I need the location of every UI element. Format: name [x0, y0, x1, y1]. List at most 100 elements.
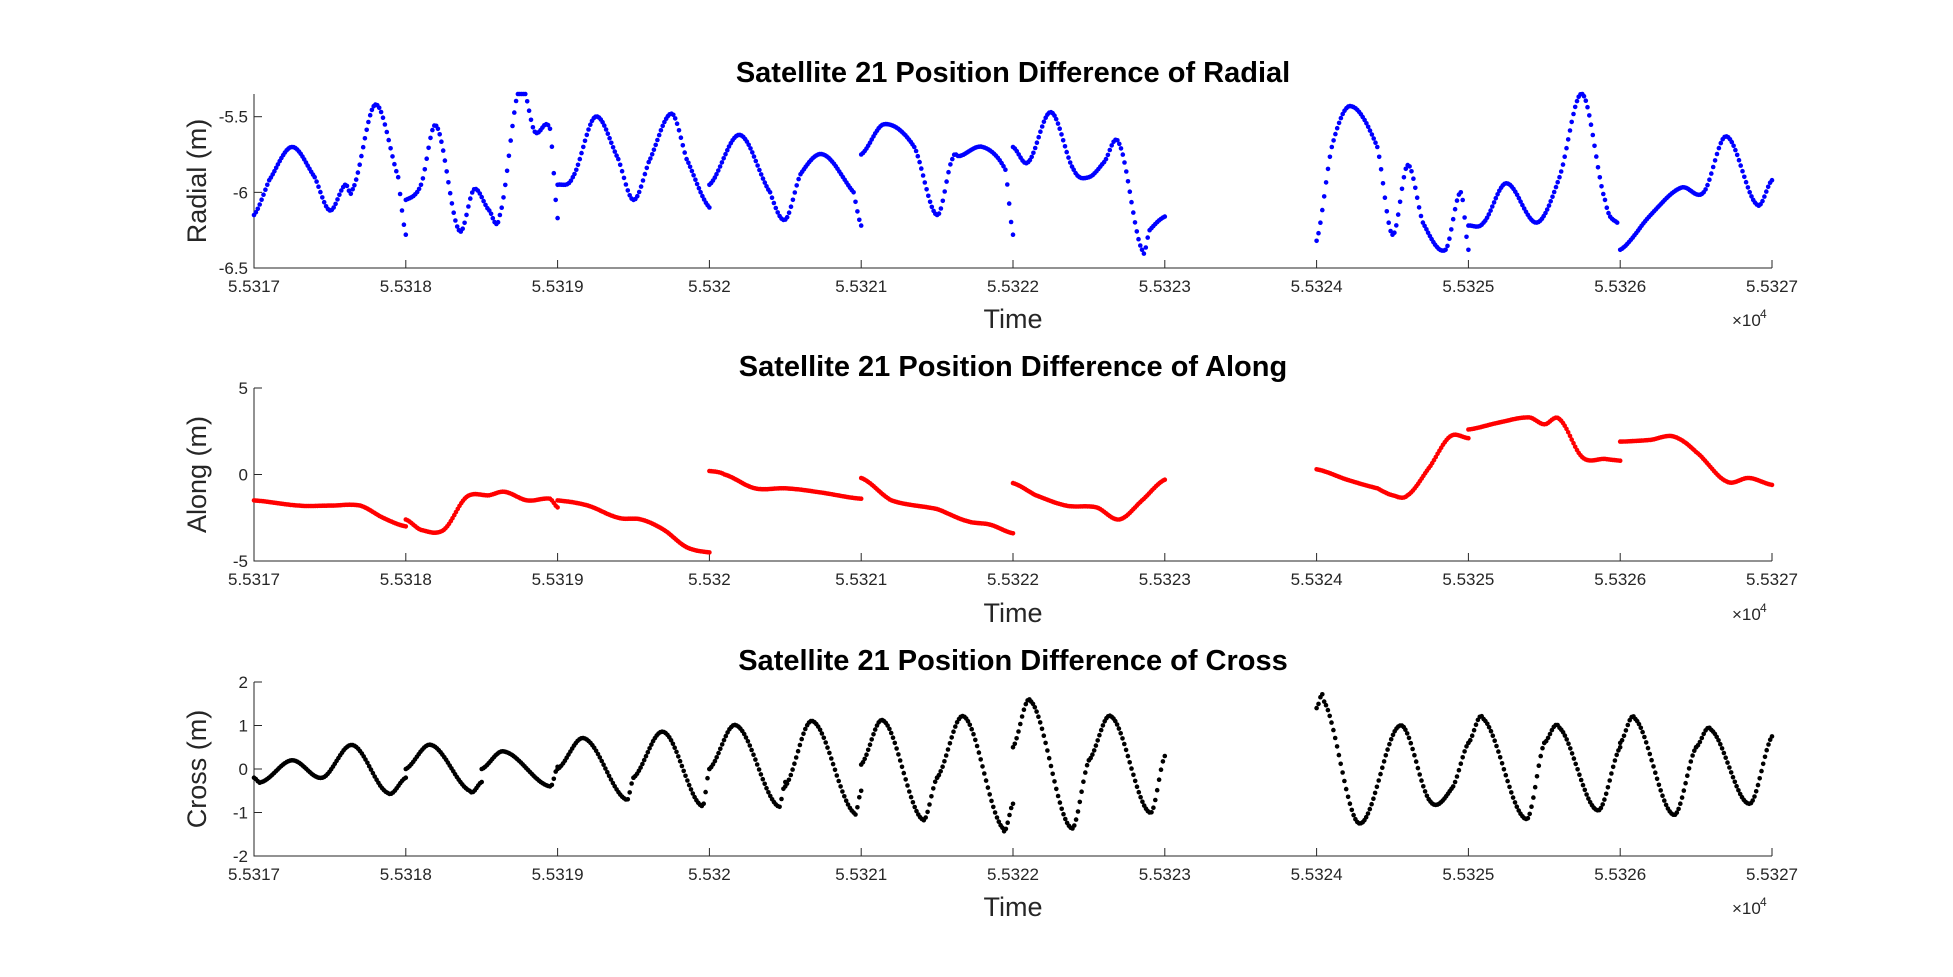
data-point	[1654, 776, 1660, 782]
data-point	[858, 788, 864, 794]
data-point	[1371, 796, 1376, 801]
data-point	[608, 777, 614, 782]
data-point	[1649, 757, 1654, 763]
data-point	[1548, 199, 1553, 204]
data-point	[1067, 160, 1073, 165]
data-point	[1760, 198, 1765, 204]
data-point	[601, 762, 606, 767]
data-point	[1534, 774, 1540, 779]
data-point	[584, 132, 590, 138]
x-exponent-power: 4	[1760, 895, 1767, 909]
data-point	[497, 212, 503, 218]
data-point	[1105, 152, 1111, 158]
data-point	[897, 758, 903, 763]
data-point	[648, 156, 653, 161]
data-point	[549, 144, 555, 149]
data-point	[1380, 181, 1386, 186]
data-point	[676, 128, 682, 133]
data-point	[1458, 761, 1464, 766]
data-point	[1565, 430, 1571, 435]
x-tick-label: 5.5318	[380, 570, 432, 589]
data-point	[793, 755, 799, 760]
series-segment	[251, 742, 409, 797]
data-point	[754, 762, 760, 767]
data-point	[501, 195, 506, 200]
data-point	[597, 755, 603, 760]
data-point	[753, 757, 758, 762]
data-point	[1540, 745, 1545, 751]
data-point	[418, 182, 424, 188]
data-point	[971, 731, 976, 737]
series-segment	[403, 91, 560, 234]
data-point	[1123, 747, 1129, 753]
data-point	[1098, 727, 1104, 733]
data-point	[1162, 477, 1168, 483]
data-point	[1509, 790, 1514, 795]
data-point	[936, 772, 942, 778]
data-point	[641, 757, 647, 763]
data-point	[606, 773, 612, 779]
data-point	[1363, 814, 1369, 820]
data-point	[1131, 772, 1136, 778]
data-point	[940, 764, 945, 769]
data-point	[1760, 761, 1766, 767]
data-point	[1738, 163, 1743, 168]
data-point	[888, 730, 894, 736]
data-point	[1612, 758, 1618, 763]
data-point	[1367, 806, 1373, 812]
data-point	[674, 749, 679, 755]
data-point	[1567, 128, 1573, 133]
data-point	[949, 735, 954, 740]
data-point	[1145, 235, 1150, 240]
data-point	[1136, 789, 1142, 795]
data-point	[1621, 733, 1627, 739]
data-point	[1388, 737, 1394, 742]
data-point	[1340, 770, 1345, 775]
data-point	[1609, 771, 1614, 776]
series-segment	[1314, 692, 1471, 826]
data-point	[1679, 795, 1685, 800]
data-point	[1454, 198, 1460, 203]
data-point	[1562, 154, 1567, 159]
data-point	[605, 769, 610, 775]
data-point	[1343, 786, 1349, 792]
data-point	[479, 194, 485, 200]
data-point	[1743, 179, 1749, 185]
data-point	[314, 179, 319, 184]
data-point	[1458, 190, 1464, 195]
y-tick-label: -5.5	[219, 108, 248, 127]
data-point	[1732, 779, 1738, 785]
data-point	[857, 217, 862, 223]
data-point	[1367, 128, 1373, 133]
data-point	[1407, 164, 1412, 169]
data-point	[756, 767, 762, 772]
series-segment	[934, 713, 1016, 834]
data-point	[510, 123, 515, 129]
data-point	[1409, 169, 1414, 174]
data-point	[1109, 143, 1114, 148]
y-tick-label: -6	[233, 183, 248, 202]
data-point	[602, 123, 607, 128]
data-point	[857, 795, 862, 800]
data-point	[712, 758, 718, 764]
data-point	[1547, 731, 1553, 737]
data-point	[1605, 785, 1611, 790]
data-point	[355, 170, 361, 175]
data-point	[635, 193, 640, 199]
data-point	[1764, 189, 1769, 194]
data-point	[376, 105, 382, 111]
data-point	[1447, 236, 1452, 241]
data-point	[1018, 721, 1023, 727]
data-point	[912, 144, 917, 150]
data-point	[1139, 247, 1145, 253]
data-point	[1769, 482, 1775, 488]
data-point	[1718, 140, 1724, 146]
data-point	[1663, 802, 1669, 808]
data-point	[838, 784, 843, 789]
data-point	[1077, 799, 1083, 805]
subplot-3: 5.5317 5.5318 5.5319 5.532 5.5321 5.5322 5.532…	[182, 645, 1798, 922]
data-point	[976, 750, 982, 755]
data-point	[660, 123, 665, 129]
data-point	[1752, 794, 1757, 799]
data-point	[1716, 738, 1721, 743]
